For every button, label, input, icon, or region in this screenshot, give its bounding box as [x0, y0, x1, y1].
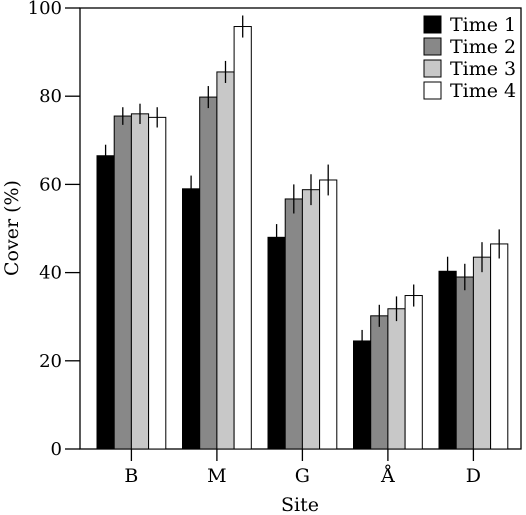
bar	[113, 115, 132, 450]
bar	[199, 96, 218, 450]
bar	[130, 113, 150, 450]
bar	[319, 179, 338, 450]
bar	[96, 155, 115, 450]
x-tick-label: G	[295, 465, 310, 487]
bar	[267, 236, 286, 450]
y-tick-label: 0	[51, 439, 62, 460]
y-tick-label: 100	[28, 0, 62, 19]
bar	[472, 256, 492, 450]
legend-label: Time 1	[450, 14, 516, 36]
x-tick-label: Å	[380, 465, 395, 487]
bar	[148, 116, 167, 450]
bars	[96, 15, 509, 450]
bar	[353, 340, 372, 450]
legend-label: Time 2	[450, 36, 516, 58]
y-tick-label: 40	[39, 263, 62, 284]
bar	[404, 295, 423, 450]
bar	[387, 308, 406, 450]
bar	[438, 270, 457, 450]
bar	[233, 26, 252, 450]
legend-label: Time 4	[450, 80, 516, 102]
x-tick-label: M	[207, 465, 226, 487]
bar	[370, 315, 389, 450]
legend-swatch	[423, 37, 442, 56]
bar	[216, 71, 235, 450]
y-tick-label: 60	[39, 174, 62, 195]
bar	[301, 189, 321, 450]
x-tick-label: B	[124, 465, 138, 487]
y-axis-label: Cover (%)	[1, 180, 23, 276]
y-axis: 0 20 40 60 80 100	[28, 0, 80, 460]
bar	[182, 188, 201, 450]
bar	[490, 243, 509, 450]
legend-swatch	[423, 81, 442, 100]
legend-label: Time 3	[450, 58, 516, 80]
x-axis-label: Site	[281, 494, 319, 515]
bar	[455, 276, 474, 450]
y-tick-label: 20	[39, 351, 62, 372]
x-tick-label: D	[466, 465, 481, 487]
legend-swatch	[423, 15, 442, 34]
y-tick-label: 80	[39, 86, 62, 107]
bar	[284, 198, 303, 450]
legend-swatch	[423, 59, 442, 78]
